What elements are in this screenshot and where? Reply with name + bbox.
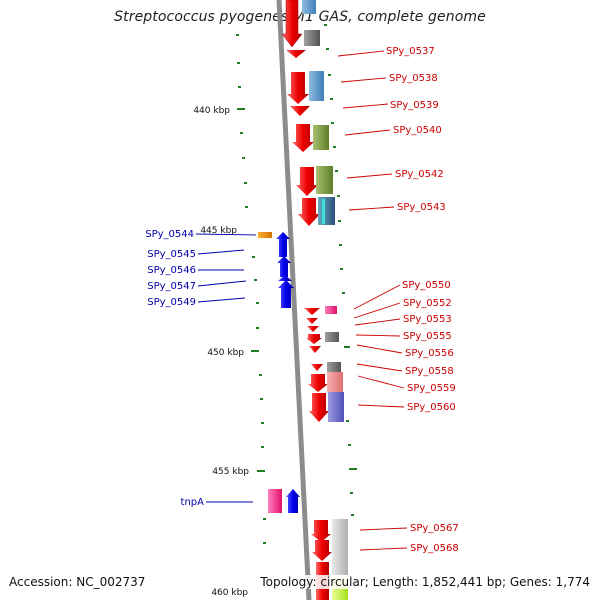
scale-label-450: 450 kbp [207, 348, 244, 358]
label-spy0544: SPy_0544 [145, 229, 194, 240]
gene-spy0556 [309, 346, 321, 353]
label-spy0538: SPy_0538 [389, 73, 438, 84]
gene-spy0558 [311, 364, 323, 371]
gene-spy0555 [306, 334, 322, 344]
gene-tnpa-mobile [268, 489, 282, 513]
left-gene-labels[interactable]: SPy_0544 SPy_0545 SPy_0546 SPy_0547 SPy_… [145, 229, 204, 508]
left-label-connectors [195, 233, 257, 503]
map-title: Streptococcus pyogenes M1 GAS, complete … [114, 9, 486, 25]
label-spy0546: SPy_0546 [147, 265, 196, 276]
gene-spy0537 [281, 0, 303, 48]
forward-genes[interactable] [281, 0, 332, 600]
gene-spy0550 [304, 308, 320, 315]
gene-spy0543 [298, 198, 320, 226]
gene-spy0559 [308, 374, 328, 392]
gene-spy0545 [276, 232, 290, 257]
right-label-connectors [337, 50, 408, 551]
label-spy0543: SPy_0543 [397, 202, 446, 213]
label-spy0549: SPy_0549 [147, 297, 196, 308]
scale-label-445: 445 kbp [200, 226, 237, 236]
label-spy0555: SPy_0555 [403, 331, 452, 342]
label-spy0550: SPy_0550 [402, 280, 451, 291]
scale-label-460: 460 kbp [211, 588, 248, 598]
gene-spy0560 [309, 393, 329, 422]
accession-text: Accession: NC_002737 [9, 575, 146, 589]
gene-spy0546 [277, 256, 291, 277]
right-gene-labels[interactable]: SPy_0537 SPy_0538 SPy_0539 SPy_0540 SPy_… [386, 46, 459, 554]
gene-spy0568 [312, 540, 332, 561]
gene-tnpa [286, 489, 300, 513]
label-spy0553: SPy_0553 [403, 314, 452, 325]
label-tnpa: tnpA [181, 497, 205, 508]
scale-labels: 440 kbp 445 kbp 450 kbp 455 kbp 460 kbp [193, 106, 249, 598]
right-tick-marks [324, 24, 357, 516]
label-spy0537: SPy_0537 [386, 46, 435, 57]
label-spy0545: SPy_0545 [147, 249, 196, 260]
label-spy0540: SPy_0540 [393, 125, 442, 136]
gene-spy0537b [286, 50, 306, 58]
gene-spy0542 [296, 167, 318, 196]
gene-spy0552 [306, 318, 318, 324]
label-spy0559: SPy_0559 [407, 383, 456, 394]
label-spy0552: SPy_0552 [403, 298, 452, 309]
gene-spy0553 [307, 326, 319, 332]
label-spy0558: SPy_0558 [405, 366, 454, 377]
gene-spy0549 [278, 280, 294, 308]
label-spy0556: SPy_0556 [405, 348, 454, 359]
gene-spy0567 [311, 520, 331, 542]
topology-text: Topology: circular; Length: 1,852,441 bp… [260, 575, 590, 589]
gene-spy0540 [292, 124, 314, 152]
left-tick-marks [236, 34, 266, 544]
reverse-genes[interactable] [258, 232, 300, 513]
gene-spy0547 [278, 275, 292, 281]
label-spy0560: SPy_0560 [407, 402, 456, 413]
gene-spy0538 [287, 72, 309, 104]
feature-boxes [302, 0, 348, 600]
label-spy0542: SPy_0542 [395, 169, 444, 180]
label-spy0567: SPy_0567 [410, 523, 459, 534]
genome-axis [276, 0, 312, 600]
label-spy0568: SPy_0568 [410, 543, 459, 554]
label-spy0547: SPy_0547 [147, 281, 196, 292]
scale-label-455: 455 kbp [212, 467, 249, 477]
gene-spy0539 [290, 106, 310, 116]
scale-label-440: 440 kbp [193, 106, 230, 116]
gene-spy0544 [258, 232, 272, 238]
label-spy0539: SPy_0539 [390, 100, 439, 111]
